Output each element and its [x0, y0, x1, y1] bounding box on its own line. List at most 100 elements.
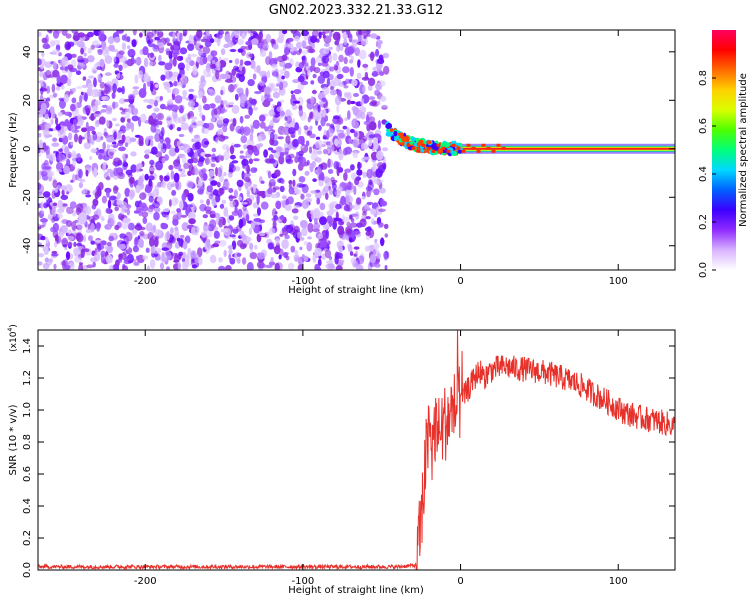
noise-blob	[211, 60, 216, 65]
noise-blob	[317, 258, 322, 267]
noise-blob	[144, 173, 149, 181]
noise-blob	[182, 240, 188, 250]
noise-blob	[330, 265, 336, 270]
noise-blob	[68, 132, 73, 141]
noise-blob	[74, 256, 83, 263]
noise-blob	[254, 244, 258, 250]
noise-blob	[145, 135, 149, 146]
noise-blob	[274, 262, 280, 270]
noise-blob	[123, 98, 131, 103]
noise-blob	[107, 222, 112, 229]
noise-blob	[64, 146, 70, 155]
y-tick-label: 1.4	[22, 338, 33, 354]
noise-blob	[88, 75, 95, 79]
noise-blob	[232, 228, 239, 234]
noise-blob	[78, 134, 83, 145]
noise-blob	[116, 192, 121, 200]
noise-blob	[51, 190, 56, 199]
noise-blob	[114, 224, 120, 231]
noise-blob	[134, 200, 141, 208]
noise-blob	[265, 33, 272, 43]
noise-blob	[83, 142, 91, 150]
transition-peak	[456, 146, 461, 150]
noise-blob	[214, 240, 221, 244]
noise-blob	[197, 161, 204, 167]
noise-blob	[372, 163, 378, 167]
noise-blob	[90, 148, 98, 153]
noise-blob	[295, 189, 301, 195]
noise-blob	[218, 257, 223, 263]
noise-blob	[321, 97, 327, 102]
noise-blob	[380, 200, 388, 207]
noise-blob	[220, 100, 228, 105]
noise-blob	[327, 158, 331, 169]
noise-blob	[57, 212, 63, 219]
noise-blob	[120, 117, 126, 123]
noise-blob	[264, 126, 270, 132]
noise-blob	[223, 181, 230, 188]
noise-blob	[254, 90, 262, 95]
noise-blob	[63, 94, 69, 103]
noise-blob	[121, 134, 126, 142]
noise-blob	[362, 85, 366, 94]
noise-blob	[148, 61, 154, 67]
noise-blob	[125, 169, 133, 176]
noise-blob	[38, 58, 42, 66]
noise-blob	[353, 230, 361, 235]
noise-blob	[240, 45, 247, 50]
noise-blob	[105, 207, 111, 214]
noise-blob	[203, 103, 211, 111]
noise-blob	[50, 226, 57, 233]
noise-blob	[330, 30, 334, 33]
noise-blob	[316, 166, 322, 176]
noise-blob	[284, 204, 292, 211]
noise-blob	[305, 140, 310, 147]
noise-blob	[104, 46, 110, 54]
noise-blob	[115, 123, 120, 127]
noise-blob	[328, 46, 333, 51]
noise-blob	[256, 64, 261, 74]
noise-blob	[338, 148, 343, 155]
noise-blob	[366, 124, 371, 132]
noise-blob	[328, 188, 334, 195]
noise-blob	[159, 103, 166, 110]
noise-blob	[322, 148, 328, 155]
noise-blob	[161, 247, 170, 251]
noise-blob	[193, 164, 198, 175]
snr-y-scale: (x104)	[7, 324, 19, 352]
noise-blob	[96, 66, 103, 71]
noise-blob	[259, 114, 266, 122]
noise-blob	[223, 249, 227, 257]
noise-blob	[71, 53, 77, 58]
noise-blob	[96, 244, 105, 251]
noise-blob	[311, 89, 317, 95]
noise-blob	[279, 151, 284, 158]
noise-blob	[343, 216, 350, 223]
noise-blob	[265, 56, 271, 66]
noise-blob	[73, 133, 79, 143]
transition-peak	[431, 149, 436, 153]
noise-blob	[159, 175, 163, 179]
noise-blob	[280, 34, 284, 42]
noise-blob	[138, 135, 144, 145]
noise-blob	[290, 45, 295, 53]
noise-blob	[64, 264, 71, 270]
noise-blob	[160, 180, 167, 189]
noise-blob	[202, 56, 208, 65]
noise-blob	[300, 193, 305, 200]
noise-blob	[86, 87, 93, 97]
noise-blob	[369, 262, 376, 268]
noise-blob	[126, 118, 131, 123]
transition-peak	[471, 146, 476, 150]
noise-blob	[215, 69, 220, 80]
noise-blob	[133, 210, 140, 214]
noise-blob	[198, 83, 204, 93]
noise-blob	[198, 50, 203, 56]
noise-blob	[154, 236, 160, 240]
transition-peak	[436, 143, 441, 147]
noise-blob	[193, 37, 197, 46]
noise-blob	[210, 117, 215, 123]
noise-blob	[368, 138, 373, 147]
noise-blob	[51, 250, 58, 255]
noise-blob	[288, 186, 295, 195]
